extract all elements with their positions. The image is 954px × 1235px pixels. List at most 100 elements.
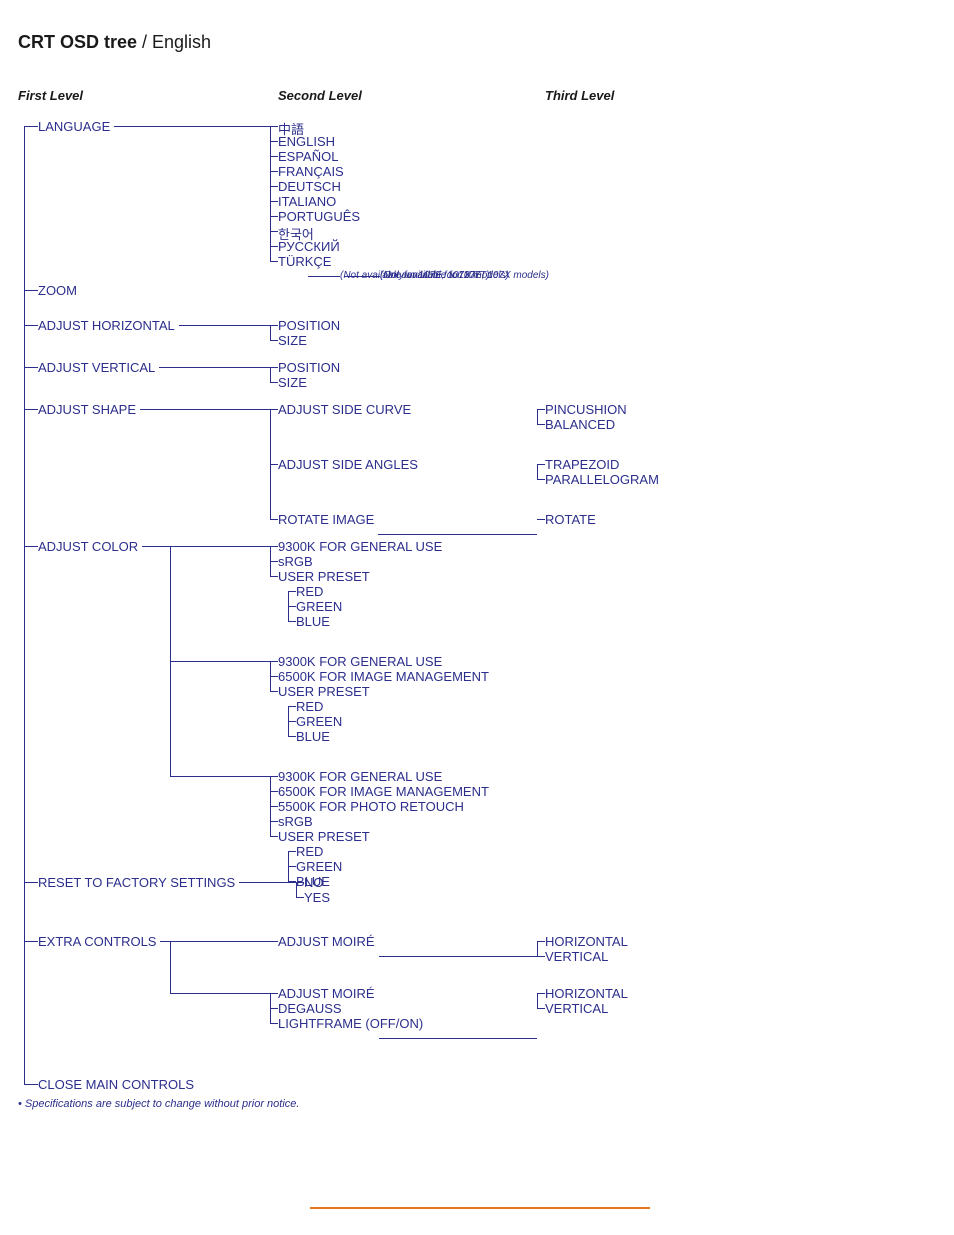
connector-h bbox=[270, 186, 278, 187]
header-second: Second Level bbox=[278, 88, 362, 103]
connector-h bbox=[537, 424, 545, 425]
item: DEUTSCH bbox=[278, 179, 341, 194]
title-light: / English bbox=[137, 32, 211, 52]
connector-h bbox=[288, 851, 296, 852]
connector-h bbox=[270, 409, 278, 410]
connector-h bbox=[270, 691, 278, 692]
connector-h bbox=[270, 464, 278, 465]
item: 6500K FOR IMAGE MANAGEMENT bbox=[278, 669, 489, 684]
connector-h bbox=[537, 409, 545, 410]
connector-h bbox=[270, 156, 278, 157]
item: NO bbox=[304, 875, 324, 890]
connector-h bbox=[296, 897, 304, 898]
item: ADJUST MOIRÉ bbox=[278, 986, 375, 1001]
item: POSITION bbox=[278, 360, 340, 375]
connector-h bbox=[296, 882, 304, 883]
sub-item: BLUE bbox=[296, 729, 330, 744]
connector-h bbox=[170, 661, 270, 662]
connector-h bbox=[270, 941, 278, 942]
sub-item: BLUE bbox=[296, 614, 330, 629]
item: YES bbox=[304, 890, 330, 905]
connector-h bbox=[288, 736, 296, 737]
connector-h bbox=[537, 479, 545, 480]
item: FRANÇAIS bbox=[278, 164, 344, 179]
item: ENGLISH bbox=[278, 134, 335, 149]
connector-h bbox=[239, 882, 296, 883]
connector-h bbox=[270, 246, 278, 247]
item: PINCUSHION bbox=[545, 402, 627, 417]
connector-v bbox=[270, 367, 271, 382]
connector-h bbox=[537, 1008, 545, 1009]
item: ADJUST SIDE CURVE bbox=[278, 402, 411, 417]
connector-h bbox=[270, 1008, 278, 1009]
connector-h bbox=[270, 576, 278, 577]
connector-h bbox=[24, 126, 38, 127]
connector-v bbox=[288, 706, 289, 736]
connector-v bbox=[270, 325, 271, 340]
connector-h bbox=[288, 866, 296, 867]
sub-item: RED bbox=[296, 699, 323, 714]
connector-h bbox=[142, 546, 270, 547]
item: USER PRESET bbox=[278, 829, 370, 844]
connector-h bbox=[270, 546, 278, 547]
connector-h bbox=[270, 231, 278, 232]
connector-v bbox=[296, 882, 297, 897]
connector-h bbox=[270, 661, 278, 662]
connector-h bbox=[24, 409, 38, 410]
connector-h bbox=[537, 519, 545, 520]
item: 5500K FOR PHOTO RETOUCH bbox=[278, 799, 464, 814]
connector-h bbox=[270, 325, 278, 326]
note: (Only available for 107T) bbox=[380, 270, 490, 281]
connector-v bbox=[537, 941, 538, 956]
item: ADJUST MOIRÉ bbox=[278, 934, 375, 949]
connector-h bbox=[378, 534, 537, 535]
sub-item: GREEN bbox=[296, 599, 342, 614]
sub-item: GREEN bbox=[296, 714, 342, 729]
connector-h bbox=[270, 382, 278, 383]
connector-h bbox=[270, 806, 278, 807]
connector-h bbox=[288, 621, 296, 622]
connector-h bbox=[170, 993, 270, 994]
connector-h bbox=[270, 141, 278, 142]
connector-v bbox=[288, 851, 289, 881]
item: PORTUGUÊS bbox=[278, 209, 360, 224]
connector-h bbox=[270, 836, 278, 837]
item: sRGB bbox=[278, 814, 313, 829]
level1-adj_shape: ADJUST SHAPE bbox=[38, 402, 136, 417]
connector-h bbox=[159, 367, 270, 368]
footnote: • Specifications are subject to change w… bbox=[18, 1098, 299, 1110]
level1-reset: RESET TO FACTORY SETTINGS bbox=[38, 875, 235, 890]
title-bold: CRT OSD tree bbox=[18, 32, 137, 52]
sub-item: RED bbox=[296, 844, 323, 859]
level1-close: CLOSE MAIN CONTROLS bbox=[38, 1077, 194, 1092]
connector-h bbox=[288, 606, 296, 607]
item: ITALIANO bbox=[278, 194, 336, 209]
item: HORIZONTAL bbox=[545, 934, 628, 949]
connector-h bbox=[24, 882, 38, 883]
connector-h bbox=[270, 993, 278, 994]
level1-zoom: ZOOM bbox=[38, 283, 77, 298]
item: ROTATE bbox=[545, 512, 596, 527]
connector-h bbox=[537, 956, 545, 957]
level1-adj_v: ADJUST VERTICAL bbox=[38, 360, 155, 375]
item: VERTICAL bbox=[545, 949, 608, 964]
item: 9300K FOR GENERAL USE bbox=[278, 539, 442, 554]
item: LIGHTFRAME (OFF/ON) bbox=[278, 1016, 423, 1031]
connector-h bbox=[270, 171, 278, 172]
connector-h bbox=[24, 546, 38, 547]
sub-item: GREEN bbox=[296, 859, 342, 874]
connector-h bbox=[537, 993, 545, 994]
connector-h bbox=[537, 464, 545, 465]
level1-adj_color: ADJUST COLOR bbox=[38, 539, 138, 554]
connector-h bbox=[344, 276, 380, 277]
page-title: CRT OSD tree / English bbox=[18, 32, 211, 53]
connector-h bbox=[270, 126, 278, 127]
connector-v bbox=[537, 464, 538, 479]
item: sRGB bbox=[278, 554, 313, 569]
connector-h bbox=[24, 325, 38, 326]
item: SIZE bbox=[278, 375, 307, 390]
item: USER PRESET bbox=[278, 684, 370, 699]
connector-h bbox=[270, 1023, 278, 1024]
connector-h bbox=[179, 325, 270, 326]
item: 9300K FOR GENERAL USE bbox=[278, 654, 442, 669]
